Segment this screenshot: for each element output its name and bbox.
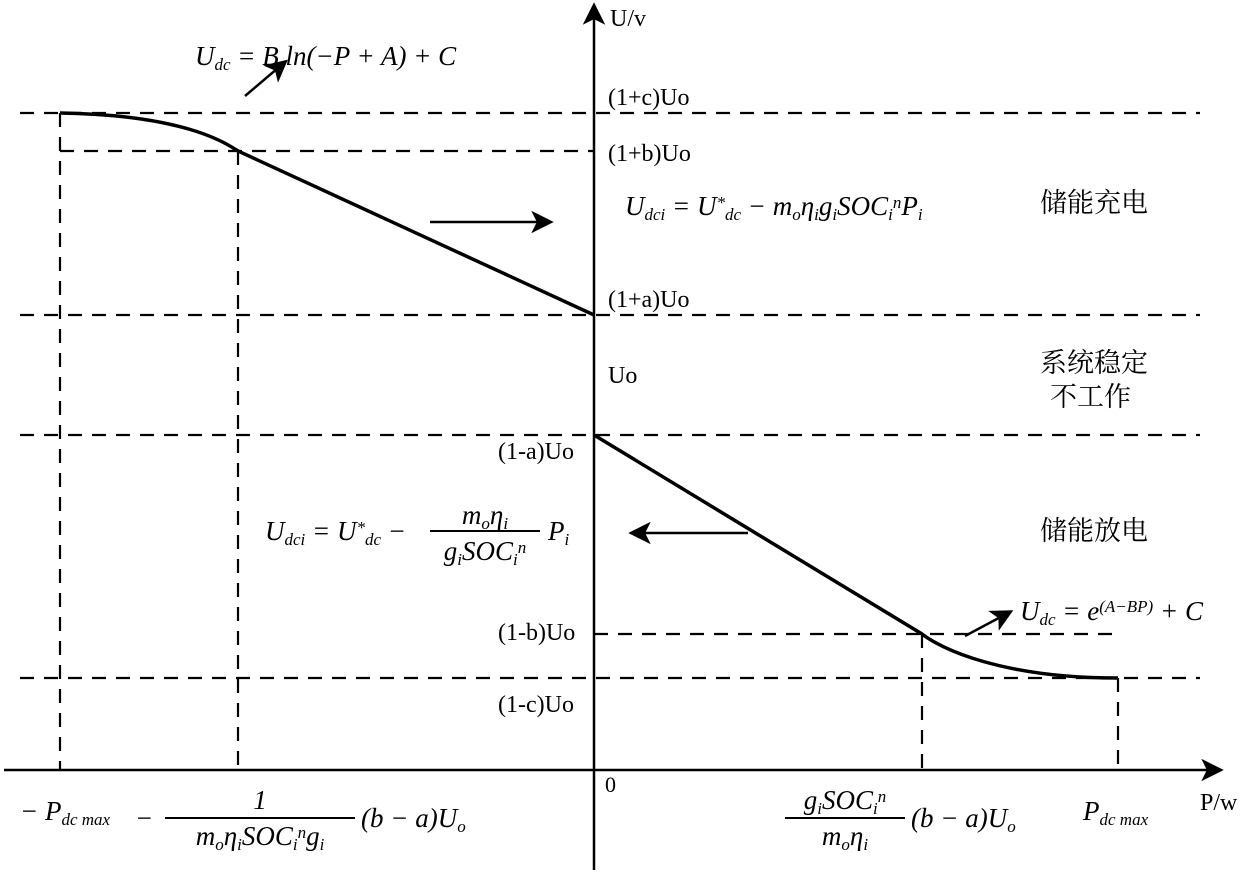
ylabel-1-b: (1-b)Uo [498, 620, 575, 646]
eq-bot-exp: Udc = e(A−BP) + C [1020, 596, 1204, 629]
ylabel-1+c: (1+c)Uo [608, 85, 690, 111]
ylabel-1+a: (1+a)Uo [608, 287, 690, 313]
cjk-charge: 储能充电 [1040, 181, 1148, 220]
ylabel-1-a: (1-a)Uo [498, 439, 574, 465]
xlabel-pos-frac-post: (b − a)Uo [911, 803, 1016, 836]
x-axis-label: P/w [1200, 790, 1238, 816]
ylabel-1+b: (1+b)Uo [608, 141, 691, 167]
eq-charge: Udci = U*dc − moηigiSOCinPi [625, 191, 923, 224]
cjk-discharge: 储能放电 [1040, 509, 1148, 548]
xlabel-neg-frac-post: (b − a)Uo [361, 803, 466, 836]
xlabel-neg-frac-num: 1 [253, 785, 267, 815]
ylabel-1-c: (1-c)Uo [498, 692, 574, 718]
xlabel-neg-frac-den: moηiSOCingi [196, 821, 325, 854]
ylabel-Uo: Uo [608, 363, 637, 389]
origin-label: 0 [605, 772, 616, 797]
eq-top-log: Udc = B ln(−P + A) + C [195, 41, 457, 74]
xlabel-pos-frac-den: moηi [822, 821, 868, 854]
curve-charge [60, 113, 594, 315]
eq-discharge-num: moηi [462, 500, 508, 533]
xlabel-pos-pmax: Pdc max [1082, 796, 1149, 829]
curve-discharge [594, 435, 1118, 678]
eq-discharge-tail: Pi [547, 516, 570, 549]
eq-discharge: Udci = U*dc − [265, 516, 406, 549]
cjk-stable2: 不工作 [1050, 375, 1131, 414]
xlabel-neg-pmax: − Pdc max [20, 796, 111, 829]
xlabel-neg-frac-pre: − [135, 803, 153, 833]
y-axis-label: U/v [610, 6, 646, 32]
eq-discharge-den: giSOCin [444, 536, 526, 569]
arrow-bot-eq [965, 612, 1010, 636]
xlabel-pos-frac-num: giSOCin [804, 785, 886, 818]
